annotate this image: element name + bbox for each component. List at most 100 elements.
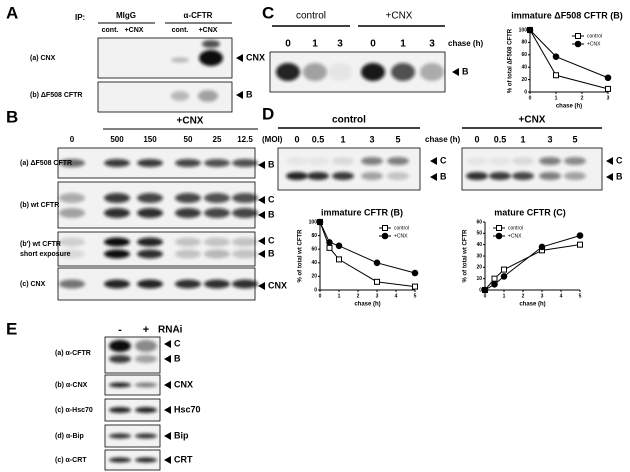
band: [137, 237, 163, 247]
panel-letter: C: [262, 3, 274, 22]
label: cont.: [172, 27, 189, 34]
y-tick-label: 100: [519, 27, 528, 33]
label: 150: [143, 135, 157, 144]
marker: [496, 225, 502, 231]
marker: [553, 72, 559, 79]
label: (c) α-CRT: [55, 457, 87, 464]
label: 0.5: [312, 134, 325, 144]
blot: [57, 181, 256, 229]
label: 0: [294, 134, 299, 144]
band: [232, 208, 258, 218]
y-tick-label: 20: [476, 265, 482, 271]
x-tick-label: 1: [503, 293, 506, 299]
marker: [326, 244, 333, 251]
band: [539, 157, 561, 165]
x-tick-label: 2: [357, 293, 360, 299]
label: (MOI): [262, 135, 283, 144]
label: 3: [369, 134, 374, 144]
label: (b) ΔF508 CFTR: [30, 92, 82, 99]
band: [361, 63, 385, 81]
band: [307, 172, 329, 180]
band: [286, 172, 308, 180]
band-label: B: [246, 89, 253, 99]
label: 12.5: [237, 135, 253, 144]
label: +CNX: [199, 27, 218, 34]
label: (c) CNX: [20, 281, 46, 288]
band: [59, 237, 85, 247]
label: (a) ΔF508 CFTR: [20, 160, 72, 167]
chart-title: mature CFTR (C): [494, 207, 566, 217]
chart-title: immature CFTR (B): [321, 207, 403, 217]
x-tick-label: 3: [607, 95, 610, 101]
band-label: CRT: [174, 454, 193, 464]
marker: [381, 232, 389, 240]
band: [135, 382, 157, 388]
y-tick-label: 80: [521, 40, 527, 46]
band: [232, 249, 258, 259]
band: [137, 193, 163, 203]
band: [198, 90, 218, 102]
arrow: [430, 173, 437, 181]
marker: [500, 273, 508, 280]
arrow: [236, 91, 243, 99]
y-tick-label: 60: [521, 52, 527, 58]
band: [175, 208, 201, 218]
label: 3: [337, 39, 343, 50]
x-axis-label: chase (h): [519, 302, 545, 308]
band-label: C: [268, 194, 275, 204]
marker: [604, 74, 612, 82]
label: 25: [213, 135, 222, 144]
y-tick-label: 0: [314, 287, 317, 293]
band: [387, 172, 409, 180]
arrow: [258, 161, 265, 169]
band-label: Bip: [174, 430, 189, 440]
y-tick-label: 100: [309, 219, 318, 225]
label: +CNX: [125, 27, 144, 34]
band: [137, 159, 163, 167]
band: [104, 279, 130, 289]
x-tick-label: 4: [560, 293, 563, 299]
label: (b') wt CFTR: [20, 241, 61, 248]
band-label: B: [462, 66, 469, 76]
band: [204, 159, 230, 167]
blot: [277, 147, 421, 191]
blot: [57, 231, 256, 267]
band-label: B: [440, 171, 447, 181]
label: 0.5: [494, 134, 507, 144]
label: -: [118, 324, 122, 336]
arrow: [164, 355, 171, 363]
band: [307, 157, 329, 165]
band-label: B: [174, 353, 181, 363]
band-label: CNX: [174, 379, 193, 389]
band: [564, 157, 586, 165]
y-tick-label: 40: [476, 242, 482, 248]
band: [59, 159, 85, 167]
band: [109, 457, 131, 463]
x-tick-label: 3: [376, 293, 379, 299]
label: (a) α-CFTR: [55, 350, 91, 357]
label: α-CFTR: [184, 11, 213, 20]
y-tick-label: 60: [476, 219, 482, 225]
marker: [501, 266, 507, 273]
band: [109, 340, 131, 352]
band: [332, 157, 354, 165]
label: (a) CNX: [30, 55, 56, 62]
band: [109, 433, 131, 439]
band-label: C: [616, 155, 623, 165]
band: [466, 157, 488, 165]
label: 0: [474, 134, 479, 144]
band: [539, 172, 561, 180]
band: [199, 50, 223, 66]
y-tick-label: 20: [521, 77, 527, 83]
marker: [336, 256, 342, 263]
band: [420, 63, 444, 81]
band: [232, 237, 258, 247]
band: [135, 340, 157, 352]
band: [232, 193, 258, 203]
band: [59, 279, 85, 289]
label: (c) α-Hsc70: [55, 407, 93, 414]
series-line: [319, 221, 416, 288]
band: [286, 157, 308, 165]
band: [564, 172, 586, 180]
blot: [104, 449, 161, 471]
